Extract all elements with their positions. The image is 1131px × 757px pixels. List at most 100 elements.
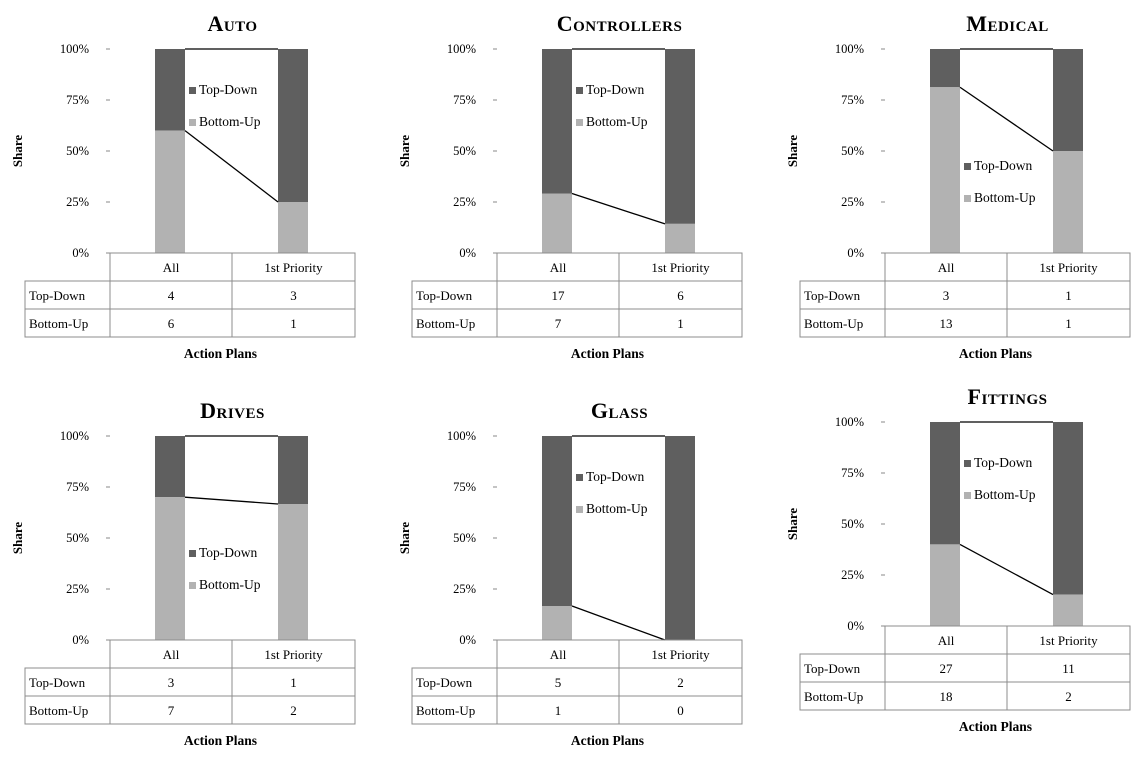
bar-bottom-up (1053, 151, 1083, 253)
connector-line-share (571, 192, 666, 225)
y-axis-label: Share (10, 135, 25, 167)
legend-swatch-top-down (964, 163, 971, 170)
table-row-label: Top-Down (804, 288, 861, 303)
table-value: 11 (1062, 661, 1075, 676)
chart-svg: Medical Share 0% 25% 50% 75% 100% Top-Down Botto… (785, 11, 1131, 361)
bar-bottom-up (1053, 594, 1083, 626)
bar-top-down (155, 49, 185, 131)
table-col-header: All (938, 260, 955, 275)
legend-swatch-top-down (189, 87, 196, 94)
chart-title: Medical (966, 11, 1049, 36)
chart-panel-auto: Auto Share 0% 25% 50% 75% 100% Top-Down Bottom-U… (0, 0, 360, 370)
bar-bottom-up (278, 504, 308, 640)
y-tick-label: 25% (453, 195, 476, 209)
y-tick-label: 0% (847, 246, 864, 260)
chart-title: Auto (207, 11, 257, 36)
table-row-label: Top-Down (29, 288, 86, 303)
connector-line-share (571, 605, 666, 641)
chart-title: Glass (591, 398, 648, 423)
bar-top-down (1053, 49, 1083, 151)
x-axis-title: Action Plans (959, 719, 1032, 734)
y-tick-label: 100% (447, 42, 476, 56)
bar-bottom-up (278, 202, 308, 253)
x-axis-title: Action Plans (184, 733, 257, 748)
y-tick-label: 25% (841, 568, 864, 582)
connector-line-share (184, 130, 279, 203)
chart-title: Controllers (557, 11, 683, 36)
chart-svg: Auto Share 0% 25% 50% 75% 100% Top-Down Bottom-U… (10, 11, 356, 361)
y-tick-label: 50% (453, 531, 476, 545)
table-value: 4 (168, 288, 175, 303)
table-value: 7 (555, 316, 562, 331)
bar-bottom-up (665, 223, 695, 253)
table-value: 1 (1065, 288, 1072, 303)
table-value: 1 (555, 703, 562, 718)
table-value: 2 (677, 675, 684, 690)
table-value: 3 (168, 675, 175, 690)
y-tick-label: 100% (835, 415, 864, 429)
y-axis-label: Share (785, 508, 800, 540)
y-tick-label: 50% (841, 144, 864, 158)
chart-panel-medical: Medical Share 0% 25% 50% 75% 100% Top-Down Botto… (775, 0, 1131, 370)
legend-swatch-bottom-up (964, 492, 971, 499)
connector-line-share (184, 496, 279, 505)
table-value: 7 (168, 703, 175, 718)
table-value: 3 (943, 288, 950, 303)
table-col-header: All (163, 647, 180, 662)
bar-top-down (930, 422, 960, 545)
table-row-label: Bottom-Up (416, 316, 475, 331)
table-col-header: 1st Priority (651, 647, 710, 662)
table-row-label: Top-Down (416, 675, 473, 690)
table-value: 1 (1065, 316, 1072, 331)
y-tick-label: 75% (841, 93, 864, 107)
y-tick-label: 0% (72, 246, 89, 260)
y-tick-label: 0% (459, 246, 476, 260)
legend-swatch-bottom-up (576, 119, 583, 126)
chart-panel-drives: Drives Share 0% 25% 50% 75% 100% Top-Down Bottom… (0, 387, 360, 757)
table-row-label: Bottom-Up (804, 689, 863, 704)
y-tick-label: 50% (453, 144, 476, 158)
y-axis-label: Share (10, 522, 25, 554)
legend-swatch-bottom-up (576, 506, 583, 513)
chart-panel-fittings: Fittings Share 0% 25% 50% 75% 100% Top-Down Bott… (775, 373, 1131, 743)
table-col-header: All (550, 260, 567, 275)
y-tick-label: 50% (66, 144, 89, 158)
bar-bottom-up (930, 87, 960, 253)
y-tick-label: 100% (835, 42, 864, 56)
y-tick-label: 0% (72, 633, 89, 647)
legend-swatch-bottom-up (189, 582, 196, 589)
y-tick-label: 0% (847, 619, 864, 633)
bar-top-down (665, 49, 695, 224)
legend-label-top-down: Top-Down (974, 158, 1033, 173)
table-row-label: Bottom-Up (29, 316, 88, 331)
table-value: 5 (555, 675, 562, 690)
bar-top-down (930, 49, 960, 88)
chart-title: Drives (200, 398, 265, 423)
table-col-header: 1st Priority (651, 260, 710, 275)
table-row-label: Bottom-Up (804, 316, 863, 331)
table-row-label: Top-Down (29, 675, 86, 690)
x-axis-title: Action Plans (959, 346, 1032, 361)
table-col-header: 1st Priority (1039, 260, 1098, 275)
table-col-header: 1st Priority (264, 260, 323, 275)
y-tick-label: 25% (453, 582, 476, 596)
legend-label-top-down: Top-Down (974, 455, 1033, 470)
legend-label-bottom-up: Bottom-Up (586, 501, 648, 516)
bar-top-down (665, 436, 695, 640)
legend-swatch-bottom-up (964, 195, 971, 202)
legend-label-bottom-up: Bottom-Up (199, 577, 261, 592)
table-value: 2 (1065, 689, 1072, 704)
table-col-header: All (550, 647, 567, 662)
legend-swatch-top-down (189, 550, 196, 557)
legend-label-top-down: Top-Down (586, 469, 645, 484)
chart-panel-controllers: Controllers Share 0% 25% 50% 75% 100% Top-Down B… (387, 0, 747, 370)
table-value: 27 (940, 661, 954, 676)
y-tick-label: 50% (841, 517, 864, 531)
table-row-label: Top-Down (416, 288, 473, 303)
bar-bottom-up (155, 130, 185, 253)
chart-svg: Fittings Share 0% 25% 50% 75% 100% Top-Down Bott… (785, 384, 1131, 734)
table-value: 6 (168, 316, 175, 331)
legend-label-top-down: Top-Down (586, 82, 645, 97)
table-value: 2 (290, 703, 297, 718)
table-value: 1 (290, 675, 297, 690)
